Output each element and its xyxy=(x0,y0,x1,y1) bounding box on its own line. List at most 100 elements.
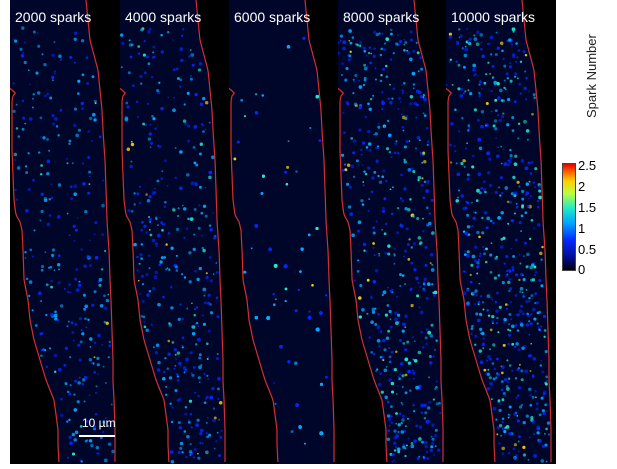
spark-dot xyxy=(74,430,79,434)
spark-dot xyxy=(462,65,466,69)
spark-dot xyxy=(471,254,476,259)
spark-dot xyxy=(479,33,483,37)
spark-dot xyxy=(493,367,497,371)
spark-dot xyxy=(25,171,29,175)
spark-dot xyxy=(183,371,186,374)
spark-dot xyxy=(212,212,214,214)
spark-dot xyxy=(35,71,39,75)
spark-dot xyxy=(403,48,406,52)
spark-dot xyxy=(376,326,380,330)
spark-dot xyxy=(189,413,193,416)
spark-dot xyxy=(379,79,383,83)
spark-dot xyxy=(57,134,60,137)
spark-dot xyxy=(172,207,175,210)
spark-dot xyxy=(145,55,149,59)
spark-dot xyxy=(50,253,55,258)
spark-dot xyxy=(170,460,175,464)
spark-dot xyxy=(499,176,503,180)
spark-dot xyxy=(514,411,518,414)
spark-dot xyxy=(511,342,515,346)
spark-dot xyxy=(157,302,161,307)
spark-dot xyxy=(406,50,411,55)
spark-dot xyxy=(380,390,384,394)
spark-dot xyxy=(48,347,51,350)
spark-dot xyxy=(390,390,395,394)
spark-dot xyxy=(31,255,35,258)
spark-dot xyxy=(486,216,491,221)
spark-dot xyxy=(525,265,529,269)
spark-dot xyxy=(419,56,422,60)
cell-image-1 xyxy=(10,0,116,464)
spark-dot xyxy=(88,358,93,362)
spark-dot xyxy=(425,328,429,331)
spark-dot xyxy=(475,42,480,47)
spark-dot xyxy=(181,317,185,321)
spark-dot xyxy=(79,340,83,344)
spark-dot xyxy=(524,241,527,245)
spark-dot xyxy=(75,288,80,292)
spark-dot xyxy=(410,444,415,449)
spark-dot xyxy=(496,114,500,117)
spark-dot xyxy=(478,95,481,98)
spark-dot xyxy=(185,456,188,459)
spark-dot xyxy=(413,410,416,413)
spark-dot xyxy=(388,309,392,314)
spark-dot xyxy=(500,434,503,437)
spark-dot xyxy=(421,161,424,164)
spark-dot xyxy=(483,252,486,256)
spark-dot xyxy=(95,445,100,450)
spark-dot xyxy=(372,352,376,356)
spark-dot xyxy=(403,187,407,191)
spark-dot xyxy=(187,421,191,424)
spark-dot xyxy=(363,249,366,252)
spark-dot xyxy=(466,225,471,229)
spark-dot xyxy=(196,418,200,422)
scale-bar-label: 10 µm xyxy=(82,416,116,430)
spark-dot xyxy=(521,205,524,209)
spark-dot xyxy=(494,109,498,112)
spark-dot xyxy=(161,229,164,232)
spark-dot xyxy=(390,212,394,216)
spark-dot xyxy=(507,451,511,455)
spark-dot xyxy=(28,83,31,86)
spark-dot xyxy=(486,386,491,391)
spark-dot xyxy=(15,103,18,106)
spark-dot xyxy=(518,309,523,314)
spark-dot xyxy=(91,75,95,79)
spark-dot xyxy=(399,284,402,287)
spark-dot xyxy=(515,454,518,457)
spark-dot xyxy=(347,205,352,209)
spark-dot xyxy=(176,375,180,378)
spark-dot xyxy=(207,301,211,305)
spark-dot xyxy=(538,189,542,193)
spark-dot xyxy=(141,300,145,303)
spark-dot xyxy=(198,185,202,189)
spark-dot xyxy=(510,247,513,250)
spark-dot xyxy=(162,370,166,374)
spark-dot xyxy=(68,142,71,146)
spark-dot xyxy=(514,294,518,297)
spark-dot xyxy=(206,374,209,377)
spark-dot xyxy=(181,204,184,207)
spark-dot xyxy=(354,74,358,77)
spark-dot xyxy=(396,152,400,155)
spark-dot xyxy=(385,365,388,368)
spark-dot xyxy=(489,253,493,257)
spark-dot xyxy=(508,323,511,326)
spark-dot xyxy=(494,52,498,57)
spark-dot xyxy=(92,425,97,429)
spark-dot xyxy=(137,45,141,48)
spark-dot xyxy=(372,246,375,249)
spark-dot xyxy=(471,324,474,328)
spark-dot xyxy=(393,151,397,155)
spark-dot xyxy=(404,314,408,319)
spark-dot xyxy=(457,87,461,91)
spark-dot xyxy=(184,412,188,416)
spark-dot xyxy=(500,380,504,383)
spark-dot xyxy=(352,92,355,95)
spark-dot xyxy=(77,381,81,385)
spark-dot xyxy=(501,446,506,451)
spark-dot xyxy=(393,449,397,452)
spark-dot xyxy=(83,375,88,380)
spark-dot xyxy=(73,123,77,127)
